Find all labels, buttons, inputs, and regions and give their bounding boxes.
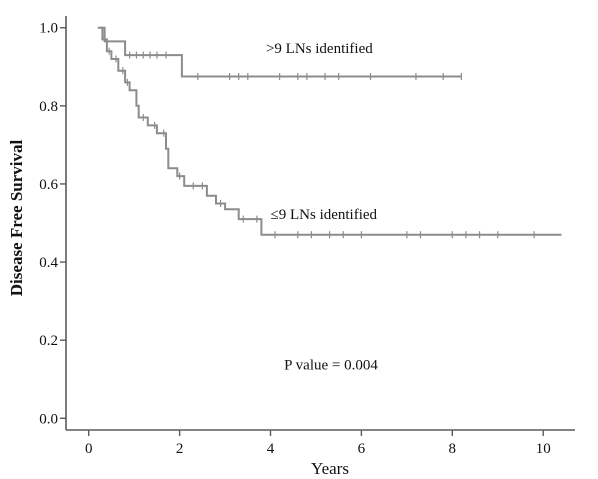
y-tick-label: 0.8 [39,99,58,115]
y-tick-label: 1.0 [39,21,58,37]
y-tick-label: 0.6 [39,177,58,193]
x-ticks: 0 2 4 6 8 10 [85,430,551,457]
y-tick-label: 0.0 [39,411,58,427]
annotation-label: P value = 0.004 [284,357,378,373]
axes [65,16,575,431]
series-line-2 [97,26,562,236]
y-axis-title: Disease Free Survival [7,140,26,297]
x-tick-label: 2 [176,441,184,457]
series-line-1 [100,26,462,78]
x-tick-label: 4 [267,441,275,457]
y-tick-label: 0.4 [39,255,58,271]
annotation-label: >9 LNs identified [266,41,373,57]
x-tick-label: 6 [358,441,366,457]
x-tick-label: 0 [85,441,93,457]
plot-area: >9 LNs identified ≤9 LNs identified P valu… [97,26,562,373]
x-tick-label: 8 [449,441,457,457]
x-tick-label: 10 [536,441,551,457]
y-tick-label: 0.2 [39,333,58,349]
y-ticks: 0.0 0.2 0.4 0.6 0.8 1.0 [39,21,66,427]
annotation-label: ≤9 LNs identified [271,207,378,223]
x-axis-title: Years [311,459,349,478]
